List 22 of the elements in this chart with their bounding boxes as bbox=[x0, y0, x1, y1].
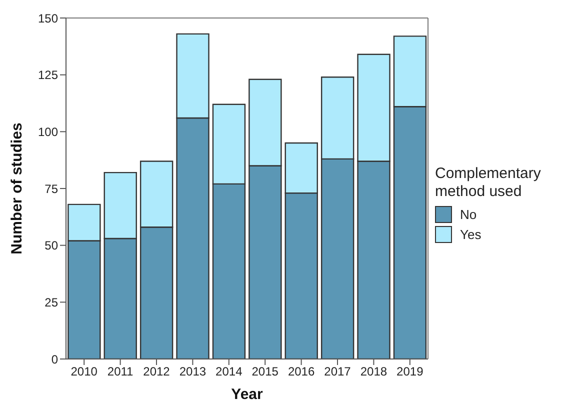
legend-label: Yes bbox=[460, 227, 482, 242]
y-tick-label: 0 bbox=[51, 352, 58, 366]
x-tick-label: 2010 bbox=[70, 364, 98, 379]
x-axis-title: Year bbox=[231, 386, 264, 403]
y-tick-label: 100 bbox=[38, 124, 58, 139]
x-tick-label: 2017 bbox=[324, 364, 352, 379]
x-tick-label: 2012 bbox=[143, 364, 170, 379]
x-tick-label: 2011 bbox=[107, 364, 134, 379]
x-tick-label: 2013 bbox=[179, 364, 206, 379]
y-axis-title: Number of studies bbox=[8, 122, 26, 254]
y-tick-label: 25 bbox=[44, 295, 58, 310]
y-tick-label: 150 bbox=[38, 11, 58, 26]
legend-label: No bbox=[460, 207, 477, 222]
x-tick-label: 2016 bbox=[288, 364, 315, 379]
y-tick-label: 75 bbox=[44, 182, 58, 196]
x-tick-label: 2014 bbox=[216, 364, 243, 379]
y-tick-label: 50 bbox=[44, 238, 58, 253]
legend-title: Complementary method used bbox=[435, 164, 542, 200]
x-tick-label: 2015 bbox=[252, 364, 279, 379]
x-tick-label: 2019 bbox=[396, 364, 424, 379]
x-tick-label: 2018 bbox=[360, 364, 388, 379]
y-tick-label: 125 bbox=[38, 68, 58, 82]
